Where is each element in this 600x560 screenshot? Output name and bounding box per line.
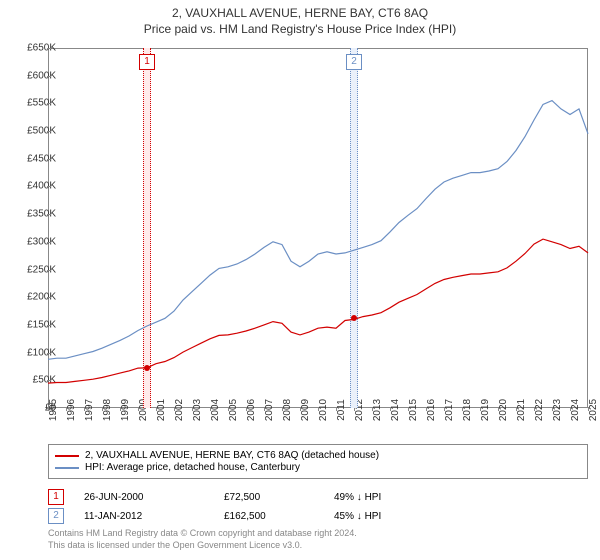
sales-delta-2: 45% ↓ HPI: [334, 511, 434, 522]
sale-marker-box: 2: [346, 54, 362, 70]
sale-dot: [351, 315, 357, 321]
line-property: [48, 239, 588, 383]
sales-marker-2: 2: [48, 508, 64, 524]
legend-label-property: 2, VAUXHALL AVENUE, HERNE BAY, CT6 8AQ (…: [85, 450, 379, 461]
sales-marker-1: 1: [48, 489, 64, 505]
legend-swatch-hpi: [55, 467, 79, 469]
line-hpi: [48, 101, 588, 360]
sales-delta-1: 49% ↓ HPI: [334, 492, 434, 503]
sales-price-1: £72,500: [224, 492, 334, 503]
legend-item-hpi: HPI: Average price, detached house, Cant…: [55, 462, 581, 473]
footer-line-1: Contains HM Land Registry data © Crown c…: [48, 528, 357, 540]
sales-date-1: 26-JUN-2000: [84, 492, 224, 503]
sales-row-2: 2 11-JAN-2012 £162,500 45% ↓ HPI: [48, 508, 588, 524]
legend-swatch-property: [55, 455, 79, 457]
legend-item-property: 2, VAUXHALL AVENUE, HERNE BAY, CT6 8AQ (…: [55, 450, 581, 461]
sales-row-1: 1 26-JUN-2000 £72,500 49% ↓ HPI: [48, 489, 588, 505]
footer: Contains HM Land Registry data © Crown c…: [48, 528, 357, 551]
footer-line-2: This data is licensed under the Open Gov…: [48, 540, 357, 552]
legend-label-hpi: HPI: Average price, detached house, Cant…: [85, 462, 300, 473]
sales-price-2: £162,500: [224, 511, 334, 522]
legend: 2, VAUXHALL AVENUE, HERNE BAY, CT6 8AQ (…: [48, 444, 588, 479]
chart-container: 2, VAUXHALL AVENUE, HERNE BAY, CT6 8AQ P…: [0, 0, 600, 560]
sale-dot: [144, 365, 150, 371]
sales-date-2: 11-JAN-2012: [84, 511, 224, 522]
sale-marker-box: 1: [139, 54, 155, 70]
sales-table: 1 26-JUN-2000 £72,500 49% ↓ HPI 2 11-JAN…: [48, 486, 588, 527]
